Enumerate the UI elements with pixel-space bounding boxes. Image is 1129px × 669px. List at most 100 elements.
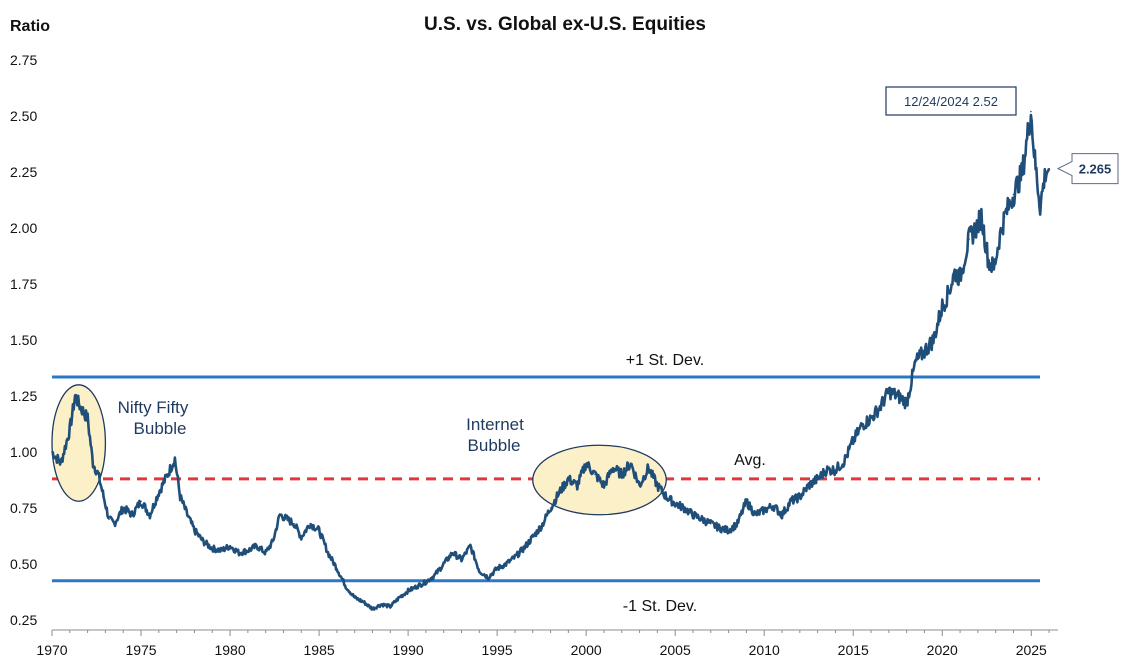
data-point (531, 536, 534, 538)
data-point (852, 440, 855, 442)
data-point (79, 406, 82, 409)
x-tick-label: 1975 (125, 642, 156, 658)
data-point (612, 466, 614, 469)
x-tick-label: 1995 (482, 642, 513, 658)
data-point (442, 563, 445, 565)
x-tick-label: 2000 (571, 642, 602, 658)
y-tick-label: 0.50 (10, 556, 37, 572)
data-point (1003, 216, 1006, 218)
data-point (434, 574, 436, 576)
data-point (629, 462, 632, 465)
data-point (585, 462, 587, 465)
data-point (987, 260, 990, 263)
x-tick-label: 1985 (304, 642, 335, 658)
data-point (843, 460, 846, 462)
data-point (1021, 171, 1024, 173)
data-point (701, 518, 703, 520)
data-point (371, 608, 374, 610)
y-tick-label: 2.75 (10, 52, 37, 68)
y-tick-label: 1.00 (10, 444, 37, 460)
minus-1-sd-label: -1 St. Dev. (623, 598, 697, 615)
ratio-series-line (51, 113, 1051, 611)
data-point (558, 491, 561, 494)
data-point (149, 513, 151, 516)
peak-callout-box (885, 86, 1017, 116)
data-point (914, 361, 917, 364)
y-axis-label: Ratio (10, 18, 50, 35)
last-value-tag (1056, 153, 1119, 185)
y-tick-label: 0.75 (10, 500, 37, 516)
data-point (179, 496, 181, 498)
data-point (549, 507, 552, 509)
data-point (709, 522, 712, 525)
data-point (1034, 160, 1036, 162)
data-point (879, 406, 881, 409)
data-point (1048, 167, 1050, 170)
x-tick-label: 2025 (1016, 642, 1047, 658)
data-point (202, 540, 205, 543)
data-point (870, 417, 872, 420)
data-point (496, 567, 498, 570)
data-point (834, 469, 837, 471)
data-point (941, 305, 944, 308)
y-tick-label: 1.75 (10, 276, 37, 292)
data-point (327, 552, 329, 554)
data-point (825, 469, 828, 471)
data-point (247, 549, 249, 552)
data-point (647, 466, 650, 469)
data-point (318, 529, 320, 532)
y-tick-label: 1.25 (10, 388, 37, 404)
data-point (953, 272, 956, 274)
data-point (1030, 110, 1032, 113)
data-point (946, 294, 949, 297)
data-point (896, 395, 899, 397)
data-point (271, 540, 274, 543)
data-point (362, 601, 365, 603)
data-point (674, 502, 676, 505)
data-point (790, 500, 792, 503)
data-point (998, 238, 1001, 240)
data-point (487, 576, 490, 579)
y-tick-label: 2.25 (10, 164, 37, 180)
data-point (193, 529, 196, 532)
data-point (980, 216, 983, 218)
data-point (264, 552, 267, 554)
data-point (309, 522, 311, 525)
data-point (772, 504, 774, 507)
data-point (60, 462, 62, 465)
internet-bubble-label-line2: Bubble (468, 436, 521, 455)
data-point (166, 473, 169, 476)
data-point (353, 596, 356, 599)
data-point (255, 545, 258, 547)
data-point (754, 513, 757, 516)
x-tick-label: 1980 (214, 642, 245, 658)
data-point (638, 484, 641, 487)
data-point (451, 552, 454, 554)
y-tick-label: 1.50 (10, 332, 37, 348)
data-point (968, 238, 970, 240)
plus-1-sd-label: +1 St. Dev. (626, 352, 704, 369)
avg-label: Avg. (734, 452, 766, 469)
data-point (97, 473, 100, 476)
data-point (523, 547, 525, 550)
internet-bubble-label: Internet (466, 415, 524, 434)
data-point (229, 545, 231, 547)
data-point (567, 478, 570, 480)
data-point (113, 522, 116, 525)
data-point (736, 522, 739, 525)
data-point (807, 484, 810, 487)
data-point (1044, 171, 1047, 173)
data-point (683, 507, 685, 509)
data-point (959, 276, 961, 279)
data-point (186, 513, 189, 516)
data-point (656, 484, 659, 487)
y-tick-label: 2.50 (10, 108, 37, 124)
data-point (505, 563, 507, 565)
data-point (993, 267, 995, 270)
data-point (293, 522, 295, 525)
data-point (923, 350, 926, 353)
y-tick-label: 2.00 (10, 220, 37, 236)
data-point (279, 513, 281, 516)
data-point (398, 596, 401, 599)
